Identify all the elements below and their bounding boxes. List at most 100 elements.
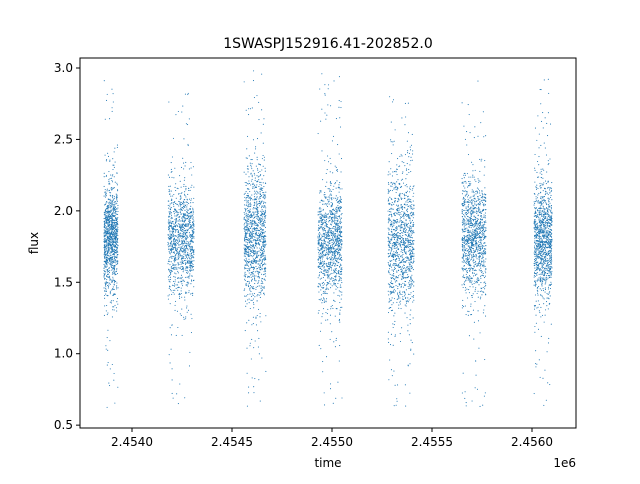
data-point (258, 221, 260, 224)
data-point (174, 215, 176, 217)
data-point (177, 237, 179, 239)
data-point (395, 250, 397, 252)
data-point (169, 289, 171, 291)
data-point (263, 232, 265, 234)
data-point (403, 161, 405, 164)
data-point (257, 237, 260, 239)
data-point (260, 321, 262, 323)
data-point (188, 292, 190, 294)
data-point (332, 246, 334, 248)
data-point (173, 237, 175, 239)
data-point (169, 207, 171, 209)
data-point (329, 190, 331, 192)
data-point (105, 208, 107, 210)
data-point (396, 270, 398, 272)
data-point (173, 283, 176, 285)
data-point (339, 313, 341, 315)
data-point (329, 237, 331, 239)
data-point (338, 191, 340, 193)
data-point (259, 202, 261, 204)
data-point (186, 217, 188, 219)
data-point (186, 211, 188, 213)
data-point (327, 277, 329, 279)
data-point (112, 251, 114, 253)
data-point (104, 118, 106, 120)
data-point (321, 286, 323, 288)
data-point (261, 209, 263, 211)
data-point (252, 322, 254, 325)
data-point (177, 252, 179, 254)
data-point (247, 204, 249, 206)
data-point (264, 254, 266, 256)
data-point (260, 293, 262, 295)
data-point (403, 258, 405, 260)
data-point (398, 166, 400, 168)
data-point (112, 101, 114, 103)
data-point (326, 254, 328, 256)
data-point (180, 259, 182, 261)
data-point (103, 234, 105, 236)
data-point (104, 189, 106, 191)
data-point (114, 231, 116, 233)
data-point (340, 235, 342, 238)
data-point (114, 402, 116, 404)
data-point (243, 204, 246, 206)
data-point (251, 223, 253, 225)
data-point (167, 295, 169, 297)
data-point (321, 219, 323, 221)
data-point (104, 260, 106, 263)
data-point (389, 213, 391, 216)
data-point (339, 241, 341, 243)
data-point (244, 226, 246, 228)
data-point (252, 232, 254, 235)
data-point (260, 217, 262, 219)
data-point (338, 290, 340, 292)
data-point (328, 243, 330, 245)
data-point (115, 193, 117, 195)
data-point (105, 210, 107, 213)
data-point (326, 356, 328, 358)
data-point (396, 174, 398, 176)
data-point (317, 235, 319, 237)
data-point (401, 210, 403, 213)
data-point (104, 273, 106, 275)
data-point (339, 286, 341, 288)
data-point (193, 260, 195, 262)
data-point (257, 275, 260, 277)
data-point (249, 253, 251, 255)
data-point (183, 183, 185, 185)
data-point (171, 228, 173, 230)
data-point (263, 241, 265, 243)
data-point (318, 244, 320, 246)
data-point (262, 192, 264, 194)
data-point (248, 218, 250, 221)
data-point (187, 248, 189, 250)
data-point (168, 176, 171, 178)
data-point (252, 235, 254, 237)
data-point (253, 254, 255, 256)
data-point (262, 235, 264, 237)
data-point (404, 293, 406, 295)
data-point (331, 219, 333, 221)
data-point (245, 264, 247, 266)
data-point (337, 228, 339, 230)
data-point (193, 236, 195, 238)
data-point (256, 239, 258, 241)
data-point (247, 284, 249, 286)
data-point (409, 231, 412, 233)
data-point (341, 259, 343, 262)
data-point (193, 225, 195, 227)
data-point (262, 242, 264, 244)
data-point (260, 184, 263, 186)
data-point (334, 300, 336, 303)
data-point (110, 215, 112, 217)
data-point (183, 227, 185, 230)
data-point (103, 172, 105, 174)
data-point (252, 294, 254, 296)
data-point (325, 248, 327, 250)
data-point (183, 221, 185, 223)
data-point (189, 241, 191, 243)
data-point (106, 206, 108, 208)
data-point (389, 300, 391, 302)
data-point (189, 221, 191, 223)
